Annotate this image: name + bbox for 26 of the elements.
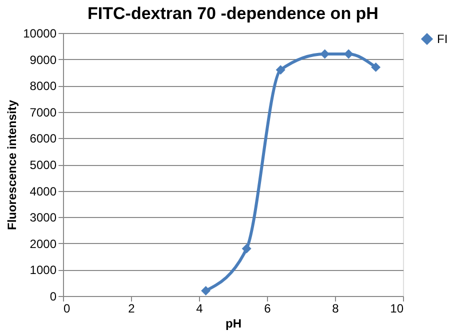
x-tick-label: 10 (390, 302, 404, 316)
x-tick-label: 0 (64, 302, 70, 316)
y-tick-label: 10000 (23, 26, 57, 40)
y-tick-label: 6000 (30, 132, 57, 146)
x-tick-label: 6 (264, 302, 272, 316)
y-axis-title: Fluorescence intensity (5, 100, 20, 230)
point (201, 286, 211, 296)
y-tick-label: 7000 (30, 105, 57, 120)
x-tick-label: 2 (128, 302, 136, 316)
y-tick-label: 0 (50, 290, 57, 304)
y-tick-label: 2000 (30, 236, 57, 251)
y-tick-label: 9000 (30, 52, 57, 67)
y-tick-label: 1000 (30, 263, 57, 278)
y-tick-label: 8000 (30, 79, 57, 94)
point (276, 65, 286, 75)
y-tick-label: 5000 (30, 158, 57, 172)
y-tick-label: 3000 (30, 210, 57, 225)
x-tick-label: 4 (196, 302, 204, 316)
point (242, 244, 252, 254)
y-tick-label: 4000 (30, 184, 57, 198)
point (344, 49, 354, 59)
legend-label: FI (437, 32, 448, 46)
x-axis-title: pH (226, 316, 242, 330)
point (371, 62, 381, 72)
chart-title: FITC-dextran 70 -dependence on pH (88, 4, 378, 23)
x-tick-label: 8 (332, 302, 340, 316)
